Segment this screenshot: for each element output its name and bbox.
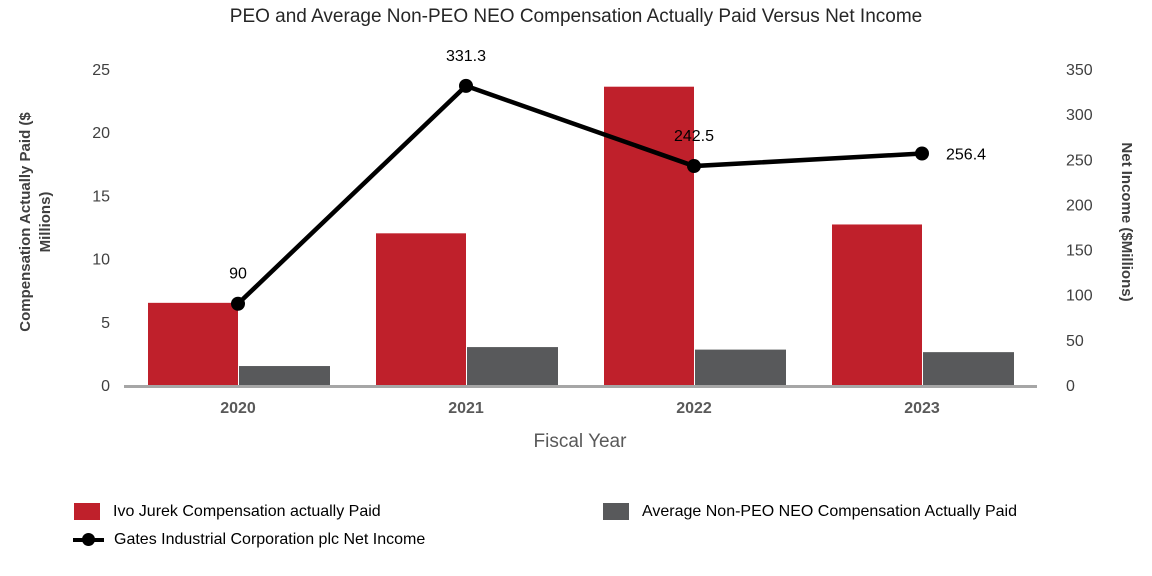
chart-plot-area: 051015202505010015020025030035090331.324… (17, 48, 1135, 452)
net-income-point-2022 (687, 159, 701, 174)
x-axis-title: Fiscal Year (534, 431, 628, 452)
legend-item-nonpeo: Average Non-PEO NEO Compensation Actuall… (603, 503, 1017, 520)
net-income-data-label-2023: 256.4 (946, 147, 986, 164)
net-income-data-label-2020: 90 (229, 266, 247, 283)
nonpeo-bar-2023 (923, 352, 1014, 385)
right-axis-tick-150: 150 (1066, 243, 1093, 260)
right-axis-tick-100: 100 (1066, 288, 1093, 305)
legend-item-net-income: Gates Industrial Corporation plc Net Inc… (73, 531, 425, 548)
legend-swatch-peo-icon (74, 503, 100, 520)
right-axis-tick-300: 300 (1066, 107, 1093, 124)
left-axis-title-line1: Compensation Actually Paid ($ (17, 112, 34, 332)
peo-bar-2023 (832, 224, 922, 385)
legend-label-net-income: Gates Industrial Corporation plc Net Inc… (114, 530, 426, 548)
chart-title: PEO and Average Non-PEO NEO Compensation… (229, 6, 923, 27)
x-axis-label-2021: 2021 (448, 400, 484, 417)
nonpeo-bar-2020 (239, 366, 330, 385)
net-income-data-label-2022: 242.5 (674, 128, 714, 145)
right-axis-tick-250: 250 (1066, 152, 1093, 169)
net-income-point-2021 (459, 78, 473, 93)
legend-swatch-nonpeo-icon (603, 503, 629, 520)
right-axis-tick-350: 350 (1066, 62, 1093, 79)
right-axis-title: Net Income ($Millions) (1118, 142, 1135, 301)
left-axis-tick-15: 15 (92, 188, 110, 205)
peo-bar-2021 (376, 233, 466, 385)
legend-dot-icon (82, 533, 95, 546)
right-axis-tick-200: 200 (1066, 197, 1093, 214)
left-axis-tick-5: 5 (101, 315, 110, 332)
legend-label-peo: Ivo Jurek Compensation actually Paid (113, 502, 381, 520)
legend-line-dot-marker-icon (73, 531, 104, 548)
left-axis-title-line2: Millions) (37, 192, 54, 253)
x-axis-label-2020: 2020 (220, 400, 256, 417)
right-axis-tick-50: 50 (1066, 333, 1084, 350)
left-axis-tick-10: 10 (92, 252, 110, 269)
net-income-point-2020 (231, 296, 245, 311)
peo-bar-2022 (604, 86, 694, 386)
nonpeo-bar-2022 (695, 349, 786, 385)
left-axis-tick-25: 25 (92, 62, 110, 79)
right-axis-tick-0: 0 (1066, 378, 1075, 395)
net-income-point-2023 (915, 146, 929, 161)
net-income-data-label-2021: 331.3 (446, 48, 486, 65)
legend-item-peo: Ivo Jurek Compensation actually Paid (74, 503, 381, 520)
nonpeo-bar-2021 (467, 347, 558, 385)
legend-label-nonpeo: Average Non-PEO NEO Compensation Actuall… (642, 502, 1018, 520)
left-axis-tick-0: 0 (101, 378, 110, 395)
x-axis-label-2022: 2022 (676, 400, 712, 417)
x-axis-label-2023: 2023 (904, 400, 940, 417)
left-axis-tick-20: 20 (92, 125, 110, 142)
peo-bar-2020 (148, 302, 238, 385)
net-income-line (236, 83, 923, 306)
